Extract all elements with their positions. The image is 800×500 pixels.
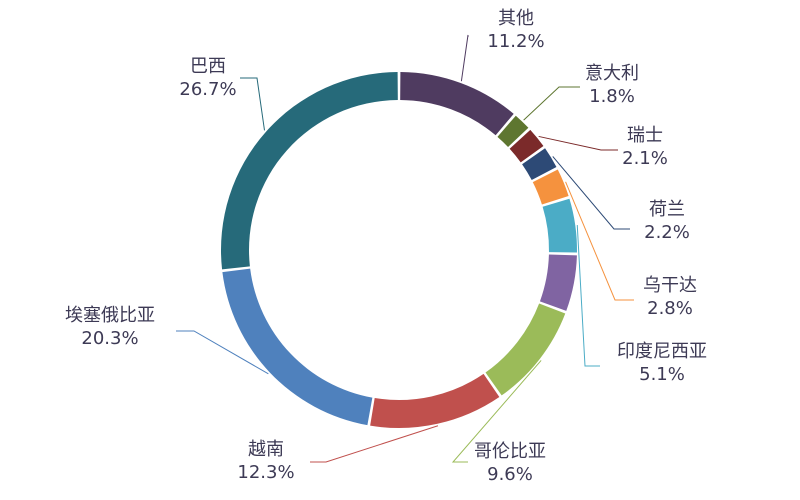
- slice-10: [221, 72, 398, 270]
- slice-value-label-2: 2.1%: [622, 148, 668, 169]
- slice-name-label-2: 瑞士: [627, 125, 663, 146]
- leader-line-0: [460, 34, 469, 82]
- slice-7: [485, 303, 566, 396]
- slice-value-label-8: 12.3%: [237, 462, 294, 483]
- slice-name-label-3: 荷兰: [649, 199, 685, 220]
- slice-8: [370, 373, 500, 428]
- slice-value-label-1: 1.8%: [589, 86, 635, 107]
- slice-0: [400, 72, 514, 136]
- slice-value-label-3: 2.2%: [644, 222, 690, 243]
- slice-3: [522, 148, 557, 181]
- leader-line-7: [451, 360, 542, 463]
- leader-line-2: [538, 135, 618, 151]
- slice-name-label-0: 其他: [498, 8, 534, 29]
- slice-value-label-10: 26.7%: [179, 79, 236, 100]
- slice-2: [509, 129, 544, 163]
- leader-line-10: [240, 77, 265, 131]
- leader-line-8: [310, 425, 439, 463]
- slice-value-label-4: 2.8%: [647, 298, 693, 319]
- slice-5: [542, 198, 577, 253]
- slice-name-label-4: 乌干达: [643, 275, 697, 296]
- slice-value-label-0: 11.2%: [487, 31, 544, 52]
- slice-value-label-5: 5.1%: [639, 364, 685, 385]
- slice-4: [532, 169, 569, 205]
- leader-line-1: [523, 86, 580, 121]
- slice-value-label-7: 9.6%: [487, 464, 533, 485]
- slice-name-label-8: 越南: [248, 439, 284, 460]
- leader-line-5: [576, 225, 600, 367]
- slice-name-label-10: 巴西: [190, 56, 226, 77]
- slice-9: [222, 268, 373, 426]
- slice-name-label-5: 印度尼西亚: [617, 341, 707, 362]
- leader-line-4: [565, 181, 634, 301]
- slice-name-label-7: 哥伦比亚: [474, 441, 546, 462]
- slice-6: [539, 254, 577, 311]
- slice-name-label-1: 意大利: [585, 63, 639, 84]
- slice-1: [497, 115, 529, 147]
- slice-name-label-9: 埃塞俄比亚: [65, 305, 155, 326]
- slice-value-label-9: 20.3%: [81, 328, 138, 349]
- leader-line-9: [176, 330, 269, 375]
- leader-line-3: [552, 156, 630, 230]
